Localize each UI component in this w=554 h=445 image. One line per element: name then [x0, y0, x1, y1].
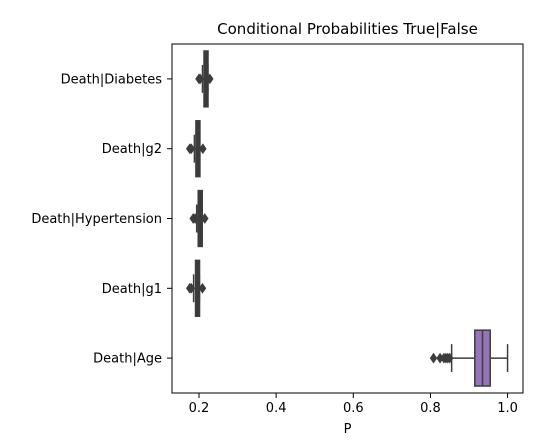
y-tick-label: Death|g1 [102, 282, 162, 297]
plot-area [185, 50, 509, 387]
box-group [189, 189, 209, 248]
box-group [429, 329, 509, 387]
box-group [185, 259, 207, 317]
outlier-point [445, 352, 454, 364]
y-tick-label: Death|Age [93, 352, 162, 367]
outlier-point [429, 352, 438, 364]
x-tick-label: 0.6 [343, 401, 364, 416]
outlier-point [196, 73, 204, 85]
outlier-point [191, 213, 199, 224]
outlier-point [198, 282, 207, 294]
outlier-point [199, 143, 207, 155]
outlier-point [206, 73, 214, 85]
outlier-point [201, 213, 209, 224]
y-tick-label: Death|g2 [102, 142, 162, 157]
outlier-point [187, 143, 196, 155]
x-tick-label: 0.4 [266, 401, 287, 416]
x-tick-label: 0.2 [189, 401, 210, 416]
x-tick-label: 0.8 [420, 401, 441, 416]
box-group [195, 50, 214, 108]
y-tick-label: Death|Hypertension [31, 212, 162, 227]
chart-title: Conditional Probabilities True|False [217, 20, 478, 38]
outlier-point [187, 282, 196, 294]
y-axis: Death|Diabetes Death|g2 Death|Hypertension… [31, 72, 172, 367]
box-group [185, 120, 207, 178]
x-axis: 0.2 0.4 0.6 0.8 1.0 [189, 393, 518, 416]
x-tick-label: 1.0 [497, 401, 518, 416]
y-tick-label: Death|Diabetes [61, 72, 163, 87]
x-axis-label: P [344, 422, 352, 437]
